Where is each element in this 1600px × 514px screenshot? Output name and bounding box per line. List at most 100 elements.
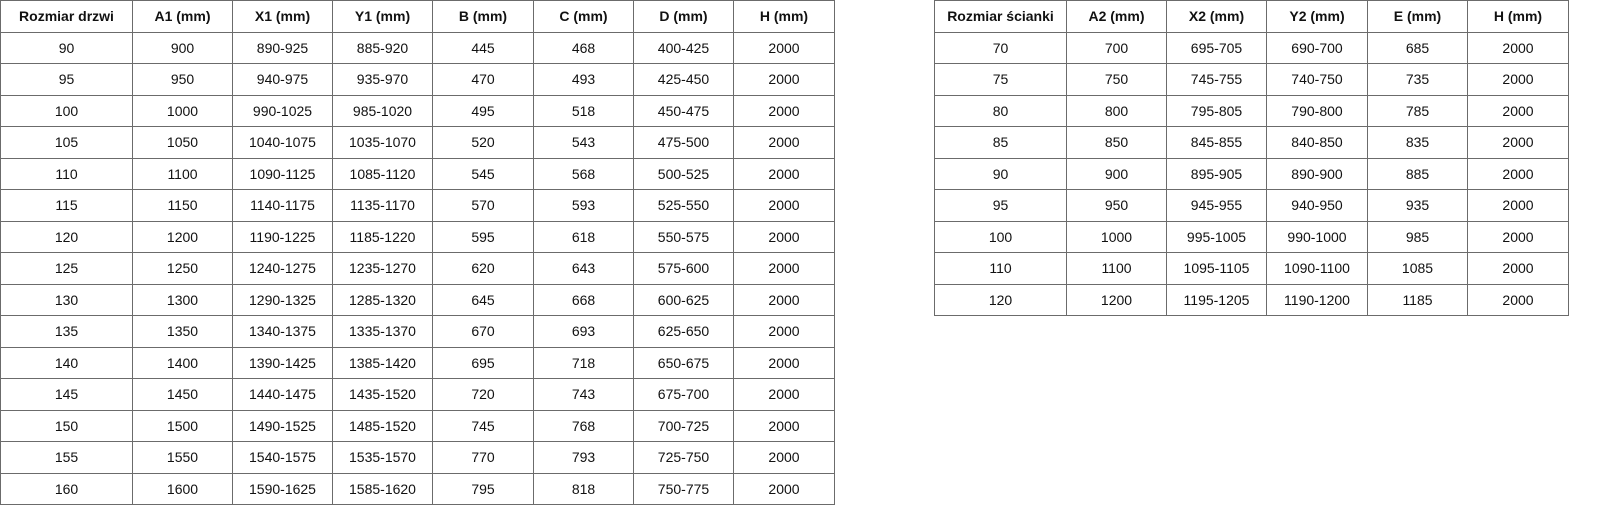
- table-cell: 885: [1367, 157, 1468, 190]
- column-header: X1 (mm): [232, 0, 333, 33]
- table-cell: 745-755: [1166, 63, 1267, 96]
- table-cell: 2000: [733, 189, 835, 222]
- table-cell: 1185-1220: [332, 220, 433, 253]
- table-cell: 1350: [132, 315, 233, 348]
- table-row: 120 1200 1195-1205 1190-1200 1185 2000: [934, 283, 1569, 316]
- table-cell: 543: [533, 126, 634, 159]
- table-cell: 495: [432, 94, 534, 127]
- table-cell: 1195-1205: [1166, 283, 1267, 316]
- table-row: 90 900 890-925 885-920 445 468 400-425 2000: [0, 31, 835, 64]
- table-cell: 2000: [1467, 157, 1569, 190]
- table-row: 75 750 745-755 740-750 735 2000: [934, 63, 1569, 96]
- table-cell: 155: [0, 441, 133, 474]
- table-row: 135 1350 1340-1375 1335-1370 670 693 625-650 20…: [0, 315, 835, 348]
- table-cell: 100: [934, 220, 1067, 253]
- table-cell: 518: [533, 94, 634, 127]
- table-cell: 950: [132, 63, 233, 96]
- table-cell: 475-500: [633, 126, 734, 159]
- table-row: 80 800 795-805 790-800 785 2000: [934, 94, 1569, 127]
- table-cell: 1500: [132, 409, 233, 442]
- table-cell: 120: [934, 283, 1067, 316]
- table-cell: 2000: [733, 472, 835, 505]
- table-row: 125 1250 1240-1275 1235-1270 620 643 575-600 20…: [0, 252, 835, 285]
- table-cell: 2000: [733, 220, 835, 253]
- table-cell: 400-425: [633, 31, 734, 64]
- table-cell: 2000: [733, 63, 835, 96]
- column-header: Y1 (mm): [332, 0, 433, 33]
- table-cell: 2000: [1467, 220, 1569, 253]
- table-cell: 2000: [733, 378, 835, 411]
- table-cell: 1340-1375: [232, 315, 333, 348]
- table-cell: 2000: [733, 441, 835, 474]
- header-row: Rozmiar drzwi A1 (mm) X1 (mm) Y1 (mm) B (mm)…: [0, 0, 835, 33]
- column-header: X2 (mm): [1166, 0, 1267, 33]
- table-cell: 1240-1275: [232, 252, 333, 285]
- table-cell: 150: [0, 409, 133, 442]
- table-cell: 695: [432, 346, 534, 379]
- table-cell: 2000: [1467, 126, 1569, 159]
- table-cell: 1490-1525: [232, 409, 333, 442]
- table-cell: 110: [934, 252, 1067, 285]
- table-row: 70 700 695-705 690-700 685 2000: [934, 31, 1569, 64]
- table-row: 155 1550 1540-1575 1535-1570 770 793 725-750 20…: [0, 441, 835, 474]
- table-cell: 600-625: [633, 283, 734, 316]
- table-cell: 785: [1367, 94, 1468, 127]
- column-header: Rozmiar ścianki: [934, 0, 1067, 33]
- table-cell: 1040-1075: [232, 126, 333, 159]
- table-row: 95 950 940-975 935-970 470 493 425-450 2000: [0, 63, 835, 96]
- table-cell: 2000: [733, 315, 835, 348]
- table-cell: 718: [533, 346, 634, 379]
- table-cell: 985-1020: [332, 94, 433, 127]
- table-cell: 995-1005: [1166, 220, 1267, 253]
- table-cell: 745: [432, 409, 534, 442]
- table-cell: 95: [934, 189, 1067, 222]
- table-cell: 1200: [132, 220, 233, 253]
- table-cell: 145: [0, 378, 133, 411]
- table-cell: 675-700: [633, 378, 734, 411]
- table-cell: 425-450: [633, 63, 734, 96]
- table-cell: 2000: [1467, 31, 1569, 64]
- door-dimensions-table: Rozmiar drzwi A1 (mm) X1 (mm) Y1 (mm) B (mm)…: [0, 0, 835, 505]
- table-cell: 725-750: [633, 441, 734, 474]
- column-header: D (mm): [633, 0, 734, 33]
- table-row: 105 1050 1040-1075 1035-1070 520 543 475-500 20…: [0, 126, 835, 159]
- table-cell: 1540-1575: [232, 441, 333, 474]
- table-cell: 890-900: [1266, 157, 1368, 190]
- table-cell: 618: [533, 220, 634, 253]
- table-cell: 670: [432, 315, 534, 348]
- table-cell: 793: [533, 441, 634, 474]
- table-cell: 1090-1100: [1266, 252, 1368, 285]
- table-cell: 1050: [132, 126, 233, 159]
- table-cell: 80: [934, 94, 1067, 127]
- table-cell: 130: [0, 283, 133, 316]
- table-cell: 1235-1270: [332, 252, 433, 285]
- column-header: A2 (mm): [1066, 0, 1167, 33]
- table-cell: 593: [533, 189, 634, 222]
- table-row: 100 1000 995-1005 990-1000 985 2000: [934, 220, 1569, 253]
- table-cell: 650-675: [633, 346, 734, 379]
- column-header: A1 (mm): [132, 0, 233, 33]
- table-cell: 100: [0, 94, 133, 127]
- table-cell: 75: [934, 63, 1067, 96]
- table-row: 85 850 845-855 840-850 835 2000: [934, 126, 1569, 159]
- table-cell: 1035-1070: [332, 126, 433, 159]
- table-row: 130 1300 1290-1325 1285-1320 645 668 600-625 20…: [0, 283, 835, 316]
- table-cell: 1550: [132, 441, 233, 474]
- column-header: Y2 (mm): [1266, 0, 1368, 33]
- table-cell: 900: [132, 31, 233, 64]
- table-cell: 2000: [733, 346, 835, 379]
- table-cell: 735: [1367, 63, 1468, 96]
- table-cell: 885-920: [332, 31, 433, 64]
- table-cell: 620: [432, 252, 534, 285]
- table-cell: 1590-1625: [232, 472, 333, 505]
- table-cell: 2000: [733, 252, 835, 285]
- table-cell: 685: [1367, 31, 1468, 64]
- column-header: H (mm): [733, 0, 835, 33]
- column-header: Rozmiar drzwi: [0, 0, 133, 33]
- table-cell: 1400: [132, 346, 233, 379]
- table-cell: 135: [0, 315, 133, 348]
- table-cell: 445: [432, 31, 534, 64]
- table-cell: 1000: [1066, 220, 1167, 253]
- table-cell: 1200: [1066, 283, 1167, 316]
- table-cell: 1435-1520: [332, 378, 433, 411]
